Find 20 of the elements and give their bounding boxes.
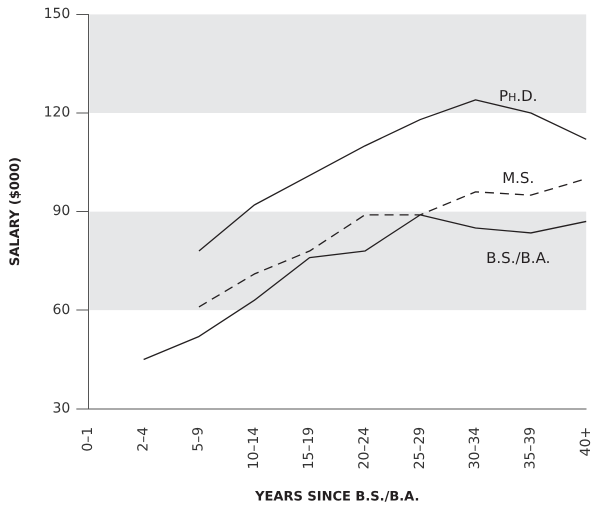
y-axis-title: SALARY ($000) [8, 157, 24, 266]
x-tick-label: 30–34 [467, 426, 484, 470]
x-tick-label: 0–1 [80, 426, 96, 452]
series-label: Ph.D. [499, 86, 538, 105]
x-axis-title: YEARS SINCE B.S./B.A. [254, 490, 420, 505]
y-tick-label: 30 [52, 400, 70, 416]
x-tick-label: 10–14 [246, 426, 262, 470]
x-tick-label: 40+ [578, 426, 594, 456]
y-tick-label: 150 [44, 6, 70, 22]
x-tick-label: 2–4 [135, 426, 152, 452]
x-tick-label: 15–19 [301, 426, 318, 470]
y-tick-label: 120 [44, 104, 70, 121]
x-tick-label: 25–29 [412, 426, 428, 470]
series-label: M.S. [502, 169, 534, 188]
x-tick-label: 35–39 [522, 426, 539, 470]
y-tick-label: 60 [52, 302, 70, 318]
x-tick-label: 5–9 [190, 426, 207, 452]
y-tick-label: 90 [52, 203, 70, 220]
x-tick-label: 20–24 [356, 426, 373, 470]
series-label: B.S./B.A. [486, 248, 550, 267]
